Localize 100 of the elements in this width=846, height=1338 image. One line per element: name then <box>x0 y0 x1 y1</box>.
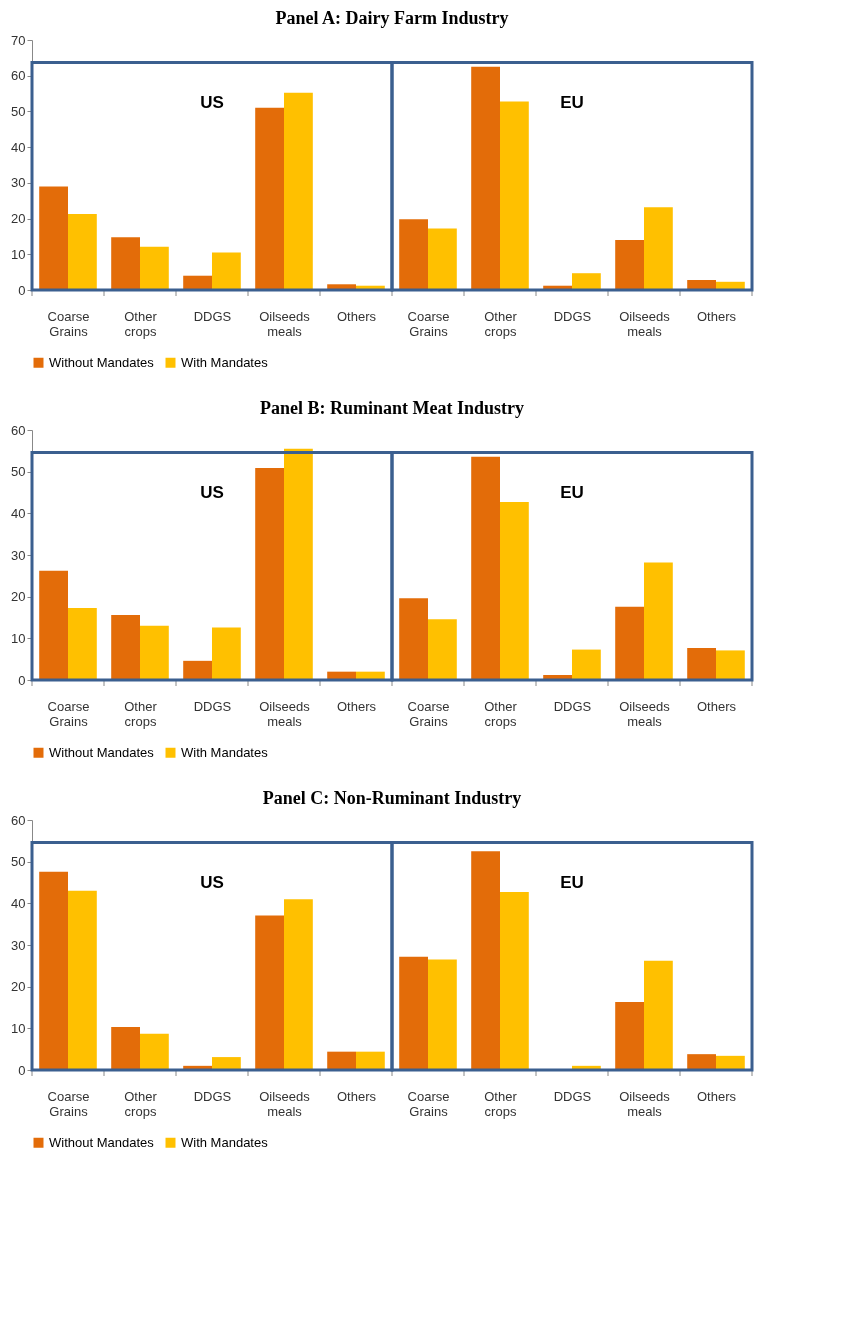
bar <box>68 890 97 1070</box>
x-tick-label: Coarse Grains <box>47 698 90 729</box>
bar <box>615 1002 644 1070</box>
annotation: US <box>200 872 224 892</box>
bar <box>428 959 457 1070</box>
bar <box>111 615 140 680</box>
bar <box>140 1033 169 1070</box>
x-tick-label: Other crops <box>124 698 158 729</box>
legend-label: With Mandates <box>181 354 269 370</box>
annotation: US <box>200 92 224 112</box>
bar <box>615 240 644 290</box>
x-tick-label: Other crops <box>484 308 518 339</box>
y-tick-label: 10 <box>11 630 26 646</box>
bar <box>500 502 529 680</box>
bar <box>255 107 284 290</box>
bar <box>399 219 428 290</box>
bar <box>471 851 500 1070</box>
bar <box>471 66 500 290</box>
bar <box>500 892 529 1070</box>
bar <box>212 252 241 290</box>
bar <box>644 562 673 680</box>
bar <box>428 619 457 680</box>
y-tick-label: 20 <box>11 589 26 605</box>
x-tick-label: Oilseeds meals <box>259 698 311 729</box>
bar <box>140 625 169 680</box>
bar <box>68 607 97 680</box>
x-tick-label: DDGS <box>553 1088 592 1104</box>
y-tick-label: 40 <box>11 139 26 155</box>
x-tick-label: Others <box>336 308 377 324</box>
x-tick-label: Oilseeds meals <box>619 308 671 339</box>
bar <box>140 246 169 290</box>
bar <box>183 275 212 290</box>
bar <box>644 960 673 1070</box>
bar <box>644 207 673 290</box>
y-tick-label: 20 <box>11 979 26 995</box>
y-tick-label: 30 <box>11 547 26 563</box>
bar <box>716 1055 745 1070</box>
annotation: EU <box>560 482 584 502</box>
y-tick-label: 70 <box>11 32 26 48</box>
bar <box>183 660 212 680</box>
bar <box>255 467 284 680</box>
chart-title: Panel A: Dairy Farm Industry <box>275 8 509 28</box>
x-tick-label: Oilseeds meals <box>619 698 671 729</box>
bar <box>356 1051 385 1070</box>
x-tick-label: Others <box>336 698 377 714</box>
x-tick-label: Others <box>696 308 737 324</box>
y-tick-label: 50 <box>11 854 26 870</box>
bar <box>284 448 313 680</box>
bar <box>572 649 601 680</box>
bar <box>428 228 457 290</box>
y-tick-label: 50 <box>11 464 26 480</box>
x-tick-label: Oilseeds meals <box>259 308 311 339</box>
bar <box>39 871 68 1070</box>
legend-label: With Mandates <box>181 744 269 760</box>
y-tick-label: 10 <box>11 1020 26 1036</box>
x-tick-label: Coarse Grains <box>407 1088 450 1119</box>
x-tick-label: Other crops <box>484 1088 518 1119</box>
bar <box>399 956 428 1070</box>
y-tick-label: 30 <box>11 175 26 191</box>
bar <box>716 650 745 680</box>
bar <box>255 915 284 1070</box>
bar <box>399 598 428 680</box>
legend-label: Without Mandates <box>49 1134 155 1150</box>
legend-label: Without Mandates <box>49 744 155 760</box>
x-tick-label: DDGS <box>553 308 592 324</box>
annotation: EU <box>560 92 584 112</box>
bar <box>212 1057 241 1070</box>
y-tick-label: 0 <box>18 282 26 298</box>
y-tick-label: 0 <box>18 672 26 688</box>
y-tick-label: 20 <box>11 211 26 227</box>
annotation: US <box>200 482 224 502</box>
x-tick-label: Other crops <box>124 308 158 339</box>
x-tick-label: Others <box>696 1088 737 1104</box>
y-tick-label: 30 <box>11 937 26 953</box>
bar <box>500 101 529 290</box>
bar <box>39 186 68 290</box>
x-tick-label: Other crops <box>484 698 518 729</box>
bar <box>39 570 68 680</box>
x-tick-label: Coarse Grains <box>407 308 450 339</box>
x-tick-label: Coarse Grains <box>47 1088 90 1119</box>
bar <box>687 647 716 680</box>
bar <box>111 1027 140 1070</box>
x-tick-label: Others <box>696 698 737 714</box>
x-tick-label: Other crops <box>124 1088 158 1119</box>
bar <box>284 92 313 290</box>
bar <box>68 213 97 290</box>
x-tick-label: DDGS <box>553 698 592 714</box>
chart-title: Panel C: Non-Ruminant Industry <box>262 788 522 808</box>
y-tick-label: 50 <box>11 103 26 119</box>
bar <box>284 899 313 1070</box>
bar <box>687 1054 716 1070</box>
bar <box>572 273 601 290</box>
legend-label: Without Mandates <box>49 354 155 370</box>
bar <box>111 237 140 290</box>
y-tick-label: 40 <box>11 895 26 911</box>
y-tick-label: 0 <box>18 1062 26 1078</box>
x-tick-label: Oilseeds meals <box>619 1088 671 1119</box>
y-tick-label: 60 <box>11 68 26 84</box>
y-tick-label: 10 <box>11 246 26 262</box>
x-tick-label: DDGS <box>193 698 232 714</box>
